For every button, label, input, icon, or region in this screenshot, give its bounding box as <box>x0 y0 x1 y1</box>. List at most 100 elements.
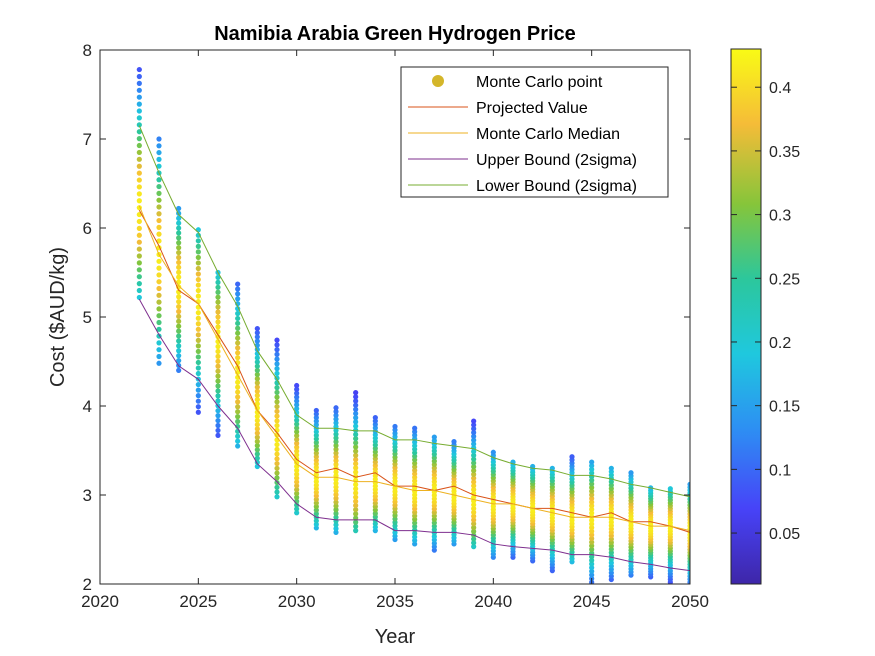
monte-carlo-point <box>589 543 595 549</box>
monte-carlo-point <box>136 101 142 107</box>
monte-carlo-point <box>353 436 359 442</box>
monte-carlo-point <box>156 360 162 366</box>
monte-carlo-point <box>589 528 595 534</box>
monte-carlo-point <box>274 460 280 467</box>
monte-carlo-point <box>333 442 339 449</box>
monte-carlo-point <box>353 519 359 525</box>
monte-carlo-point <box>353 498 359 504</box>
monte-carlo-point <box>136 94 142 100</box>
monte-carlo-point <box>313 500 319 506</box>
monte-carlo-point <box>333 405 339 411</box>
monte-carlo-point <box>313 418 319 424</box>
monte-carlo-point <box>195 271 201 277</box>
monte-carlo-point <box>294 475 300 481</box>
monte-carlo-point <box>471 479 477 485</box>
x-tick-label: 2035 <box>376 592 414 611</box>
monte-carlo-point <box>313 450 319 456</box>
monte-carlo-point <box>235 325 241 331</box>
monte-carlo-point <box>589 466 595 472</box>
monte-carlo-point <box>333 431 339 437</box>
monte-carlo-point <box>353 431 359 438</box>
monte-carlo-point <box>353 473 359 479</box>
monte-carlo-point <box>294 436 300 443</box>
monte-carlo-point <box>195 243 201 249</box>
monte-carlo-point <box>294 402 300 408</box>
colorbar-tick-label: 0.25 <box>769 271 800 288</box>
monte-carlo-point <box>294 398 300 404</box>
monte-carlo-point <box>274 422 280 429</box>
monte-carlo-point <box>176 367 182 373</box>
monte-carlo-point <box>274 451 280 457</box>
monte-carlo-point <box>195 398 201 404</box>
monte-carlo-point <box>333 476 339 483</box>
monte-carlo-point <box>353 390 359 396</box>
monte-carlo-point <box>294 406 300 412</box>
monte-carlo-point <box>254 451 260 457</box>
monte-carlo-point <box>136 281 142 287</box>
monte-carlo-point <box>195 348 201 355</box>
y-tick-label: 5 <box>83 308 92 327</box>
monte-carlo-point <box>215 427 221 434</box>
monte-carlo-point <box>156 306 162 312</box>
monte-carlo-point <box>353 448 359 454</box>
monte-carlo-point <box>176 205 182 212</box>
monte-carlo-point <box>215 314 221 320</box>
monte-carlo-point <box>471 513 477 519</box>
monte-carlo-point <box>254 422 260 428</box>
monte-carlo-point <box>235 389 241 395</box>
monte-carlo-point <box>274 403 280 410</box>
monte-carlo-point <box>136 177 142 183</box>
monte-carlo-point <box>589 539 595 545</box>
monte-carlo-point <box>235 418 241 425</box>
monte-carlo-point <box>136 239 142 245</box>
monte-carlo-point <box>235 438 241 444</box>
monte-carlo-point <box>294 487 300 493</box>
monte-carlo-point <box>215 408 221 414</box>
monte-carlo-point <box>254 355 260 361</box>
monte-carlo-point <box>195 409 201 415</box>
monte-carlo-point <box>215 324 221 330</box>
monte-carlo-point <box>471 483 477 489</box>
monte-carlo-point <box>235 384 241 390</box>
monte-carlo-point <box>156 238 162 244</box>
monte-carlo-point <box>136 115 142 121</box>
monte-carlo-point <box>471 471 477 477</box>
monte-carlo-point <box>254 376 260 382</box>
legend-label: Lower Bound (2sigma) <box>476 178 637 195</box>
monte-carlo-point <box>313 414 319 421</box>
monte-carlo-point <box>176 289 182 295</box>
monte-carlo-point <box>471 528 477 535</box>
monte-carlo-point <box>333 412 339 418</box>
x-axis-label: Year <box>375 626 416 648</box>
monte-carlo-point <box>156 272 162 278</box>
monte-carlo-point <box>589 525 595 531</box>
monte-carlo-point <box>195 227 201 233</box>
legend-label: Upper Bound (2sigma) <box>476 152 637 169</box>
monte-carlo-point <box>294 502 300 508</box>
monte-carlo-point <box>136 80 142 86</box>
monte-carlo-point <box>215 284 221 290</box>
monte-carlo-point <box>294 433 300 439</box>
monte-carlo-point <box>589 481 595 487</box>
legend-label: Projected Value <box>476 100 588 117</box>
monte-carlo-point <box>333 499 339 505</box>
monte-carlo-point <box>176 215 182 221</box>
monte-carlo-point <box>254 409 260 415</box>
monte-carlo-point <box>353 402 359 408</box>
monte-carlo-point <box>156 143 162 149</box>
monte-carlo-point <box>589 470 595 476</box>
monte-carlo-point <box>156 265 162 271</box>
monte-carlo-point <box>156 258 162 264</box>
monte-carlo-point <box>313 429 319 435</box>
monte-carlo-point <box>353 465 359 471</box>
monte-carlo-point <box>176 328 182 334</box>
monte-carlo-point <box>215 383 221 389</box>
monte-carlo-point <box>392 423 398 430</box>
monte-carlo-point <box>176 274 182 280</box>
monte-carlo-point <box>589 488 595 494</box>
legend: Monte Carlo point Projected Value Monte Ca… <box>400 66 669 198</box>
x-tick-label: 2025 <box>179 592 217 611</box>
monte-carlo-point <box>156 353 162 360</box>
y-tick-label: 4 <box>83 397 92 416</box>
